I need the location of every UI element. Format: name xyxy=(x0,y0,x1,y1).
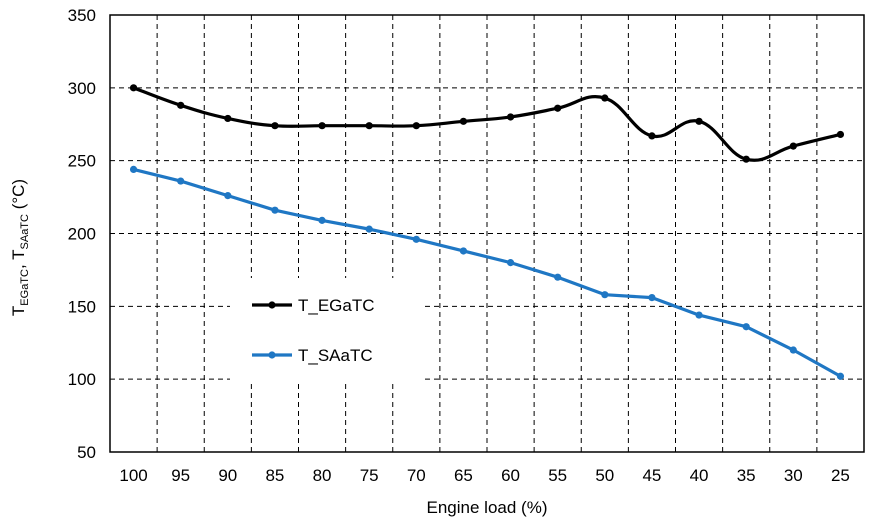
y-tick-label: 350 xyxy=(68,6,96,25)
y-title-unit: (°C) xyxy=(9,179,28,214)
data-point xyxy=(554,273,562,281)
plot-frame xyxy=(109,14,865,453)
data-point xyxy=(789,346,797,354)
y-tick-label: 250 xyxy=(68,152,96,171)
legend-marker-t-egatc xyxy=(268,301,276,309)
x-tick-label: 25 xyxy=(831,466,850,485)
x-tick-label: 55 xyxy=(548,466,567,485)
data-point xyxy=(318,216,326,224)
x-axis: 100 95 90 85 80 75 70 65 60 55 50 45 40 35 30 25 xyxy=(119,466,850,485)
series-t-saatc xyxy=(129,165,845,380)
data-point xyxy=(412,235,420,243)
series-line-t-egatc xyxy=(133,86,841,162)
data-point xyxy=(271,122,279,130)
y-title-t2: T xyxy=(9,249,28,259)
y-tick-label: 150 xyxy=(68,297,96,316)
data-point xyxy=(365,225,373,233)
legend: T_EGaTC T_SAaTC xyxy=(230,278,422,380)
data-point xyxy=(412,122,420,130)
data-point xyxy=(459,247,468,255)
legend-label-t-egatc: T_EGaTC xyxy=(298,296,375,315)
data-point xyxy=(836,372,845,380)
data-point xyxy=(271,206,279,214)
y-title-t1: T xyxy=(9,306,28,316)
data-point xyxy=(177,177,185,185)
data-point xyxy=(601,94,609,102)
gridlines xyxy=(110,15,864,452)
data-point xyxy=(365,122,373,130)
data-point xyxy=(224,192,232,200)
x-tick-label: 90 xyxy=(218,466,237,485)
data-point xyxy=(695,117,703,125)
y-axis-title: TEGaTC, TSAaTC (°C) xyxy=(9,179,31,316)
data-point xyxy=(129,165,138,174)
x-tick-label: 60 xyxy=(501,466,520,485)
x-tick-label: 50 xyxy=(595,466,614,485)
legend-label-t-saatc: T_SAaTC xyxy=(298,346,373,365)
data-point xyxy=(648,132,656,140)
x-tick-label: 95 xyxy=(171,466,190,485)
x-tick-label: 75 xyxy=(360,466,379,485)
y-tick-label: 100 xyxy=(68,370,96,389)
data-point xyxy=(742,155,750,163)
y-title-sub1: EGaTC xyxy=(19,269,31,306)
data-point xyxy=(789,142,797,150)
series-layer xyxy=(129,84,845,380)
series-t-egatc xyxy=(129,84,845,163)
x-tick-label: 100 xyxy=(119,466,147,485)
data-point xyxy=(318,122,326,130)
data-point xyxy=(742,323,750,331)
data-point xyxy=(506,113,515,121)
x-tick-label: 65 xyxy=(454,466,473,485)
data-point xyxy=(601,291,609,299)
data-point xyxy=(554,104,562,112)
data-point xyxy=(459,117,468,125)
x-axis-title: Engine load (%) xyxy=(427,498,548,517)
x-tick-label: 40 xyxy=(690,466,709,485)
y-axis: 50 100 150 200 250 300 350 xyxy=(68,6,96,462)
y-tick-label: 200 xyxy=(68,225,96,244)
y-tick-label: 300 xyxy=(68,79,96,98)
data-point xyxy=(224,114,232,123)
x-tick-label: 80 xyxy=(313,466,332,485)
data-point xyxy=(648,293,656,302)
y-title-sep: , xyxy=(9,260,28,269)
data-point xyxy=(506,259,515,267)
x-tick-label: 30 xyxy=(784,466,803,485)
legend-background xyxy=(230,278,422,380)
data-point xyxy=(177,101,185,109)
legend-marker-t-saatc xyxy=(268,351,276,359)
data-point xyxy=(836,130,845,139)
x-tick-label: 45 xyxy=(642,466,661,485)
series-line-t-saatc xyxy=(133,167,842,378)
data-point xyxy=(695,311,703,319)
y-tick-label: 50 xyxy=(77,443,96,462)
x-tick-label: 35 xyxy=(737,466,756,485)
x-tick-label: 70 xyxy=(407,466,426,485)
y-title-sub2: SAaTC xyxy=(19,214,31,250)
x-tick-label: 85 xyxy=(265,466,284,485)
data-point xyxy=(129,84,138,92)
